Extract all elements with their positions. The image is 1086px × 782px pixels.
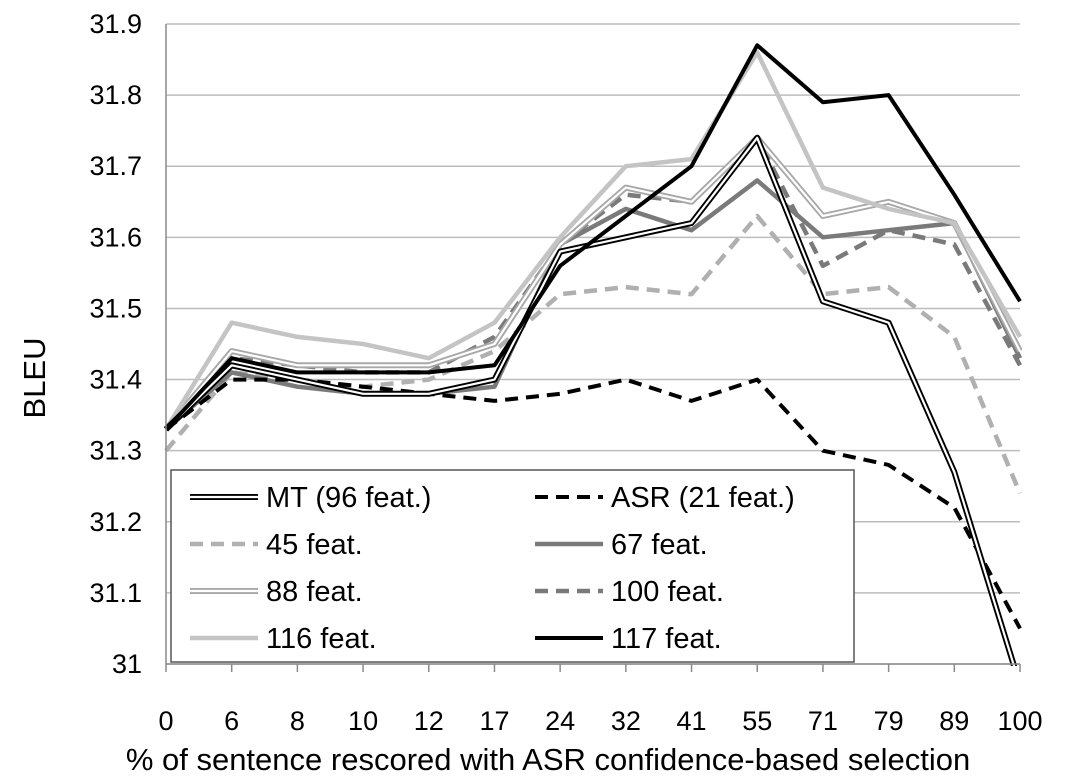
- y-tick-label: 31.3: [89, 436, 142, 466]
- y-tick-label: 31.7: [89, 151, 142, 181]
- x-tick-label: 55: [742, 706, 772, 736]
- y-axis-title: BLEU: [17, 338, 52, 419]
- series-116-feat: [164, 50, 1022, 431]
- x-tick-label: 32: [611, 706, 641, 736]
- x-tick-label: 24: [545, 706, 575, 736]
- y-tick-label: 31.2: [89, 507, 142, 537]
- y-tick-label: 31.8: [89, 80, 142, 110]
- legend-mt-96-feat-label: MT (96 feat.): [266, 482, 431, 514]
- y-tick-label: 31.4: [89, 365, 142, 395]
- legend-67-feat-label: 67 feat.: [611, 529, 708, 561]
- legend: MT (96 feat.) ASR (21 feat.) 45 feat. 67 fe…: [170, 469, 855, 663]
- legend-asr-21-feat-label: ASR (21 feat.): [611, 482, 795, 514]
- y-tick-label: 31.5: [89, 293, 142, 323]
- y-tick-label: 31: [112, 649, 142, 679]
- x-axis-title: % of sentence rescored with ASR confiden…: [126, 742, 970, 777]
- x-tick-label: 17: [479, 706, 509, 736]
- legend-box: [170, 469, 855, 663]
- x-tick-label: 6: [224, 706, 239, 736]
- series-117-feat: [164, 43, 1022, 431]
- series-45-feat: [164, 213, 1022, 495]
- x-tick-labels: 0 6 8 10 12 17 24 32 41 55 71 79 89 100: [158, 706, 1042, 736]
- x-tick-label: 71: [808, 706, 838, 736]
- y-tick-label: 31.1: [89, 578, 142, 608]
- legend-100-feat-label: 100 feat.: [611, 576, 724, 608]
- series-67-feat: [164, 178, 1022, 432]
- x-tick-label: 79: [874, 706, 904, 736]
- legend-117-feat-label: 117 feat.: [611, 623, 722, 655]
- legend-116-feat-label: 116 feat.: [266, 623, 377, 655]
- y-tick-labels: 31 31.1 31.2 31.3 31.4 31.5 31.6 31.7 31.8 31.9: [89, 9, 142, 679]
- series-mt-96-feat-inner: [165, 136, 1016, 666]
- x-tick-label: 100: [997, 706, 1042, 736]
- x-tick-label: 89: [939, 706, 969, 736]
- y-tick-label: 31.6: [89, 222, 142, 252]
- x-tick-label: 8: [290, 706, 305, 736]
- legend-88-feat-label: 88 feat.: [266, 576, 363, 608]
- axes: [165, 24, 1021, 672]
- x-tick-label: 10: [348, 706, 378, 736]
- x-tick-label: 12: [414, 706, 444, 736]
- y-tick-label: 31.9: [89, 9, 142, 39]
- series-lines: [164, 43, 1022, 666]
- x-tick-label: 41: [677, 706, 707, 736]
- legend-45-feat-label: 45 feat.: [266, 529, 363, 561]
- x-tick-label: 0: [158, 706, 173, 736]
